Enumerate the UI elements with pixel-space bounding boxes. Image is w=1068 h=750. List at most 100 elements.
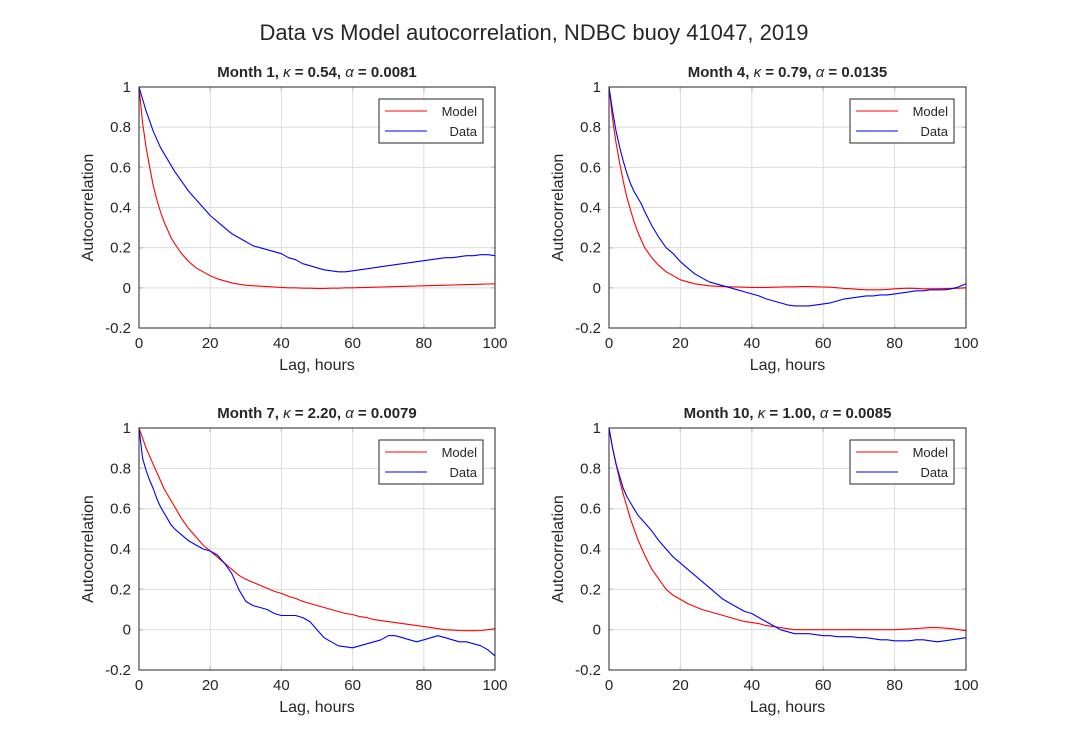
- y-axis-label: Autocorrelation: [80, 495, 97, 603]
- series-line-model: [608, 427, 967, 632]
- y-tick-label: 0: [593, 622, 601, 639]
- y-tick-label: 0.2: [580, 581, 601, 598]
- y-tick-label: 0.8: [580, 460, 601, 477]
- x-tick-label: 60: [344, 677, 361, 694]
- subplot-title-part: = 0.0085: [828, 405, 891, 422]
- series-line-model: [608, 86, 967, 291]
- y-tick-label: 0.8: [110, 460, 131, 477]
- subplot-title-part: κ: [758, 405, 767, 422]
- y-tick-label: 0.6: [110, 501, 131, 518]
- y-tick-label: 1: [123, 79, 131, 96]
- y-tick-label: 1: [593, 79, 601, 96]
- subplot-title-part: = 0.79,: [761, 64, 816, 81]
- y-axis: -0.2 0 0.2 0.4 0.6 0.8 1: [105, 79, 495, 337]
- x-axis: 0 20 40 60 80 100: [135, 87, 508, 352]
- x-tick-label: 100: [482, 335, 507, 352]
- x-tick-label: 80: [886, 677, 903, 694]
- x-tick-label: 40: [743, 677, 760, 694]
- subplot-title-part: = 0.54,: [291, 64, 346, 81]
- legend-label-data: Data: [450, 124, 478, 139]
- legend-box: [849, 439, 955, 485]
- y-tick-label: 0.4: [580, 541, 601, 558]
- y-tick-label: 0.6: [110, 159, 131, 176]
- x-tick-label: 20: [672, 677, 689, 694]
- x-axis-label: Lag, hours: [279, 699, 355, 716]
- y-tick-label: -0.2: [105, 320, 131, 337]
- y-tick-label: -0.2: [105, 662, 131, 679]
- legend-box: [378, 439, 484, 485]
- subplot-title-part: κ: [283, 405, 292, 422]
- y-tick-label: 0.6: [580, 501, 601, 518]
- subplot-title-part: = 2.20,: [291, 405, 346, 422]
- subplot-title-part: = 0.0081: [354, 64, 417, 81]
- y-tick-label: 0.2: [110, 581, 131, 598]
- x-tick-label: 100: [953, 335, 978, 352]
- y-tick-label: 1: [123, 420, 131, 437]
- legend-label-data: Data: [921, 124, 949, 139]
- x-tick-label: 40: [743, 335, 760, 352]
- y-tick-label: 0.4: [110, 541, 131, 558]
- subplot-title: Month 1, κ = 0.54, α = 0.0081: [217, 64, 417, 81]
- legend: Model Data: [378, 98, 484, 144]
- series-line-model: [138, 427, 496, 632]
- legend: Model Data: [378, 439, 484, 485]
- legend-box: [849, 98, 955, 144]
- legend-label-data: Data: [450, 465, 478, 480]
- x-tick-label: 100: [953, 677, 978, 694]
- y-axis-label: Autocorrelation: [550, 495, 567, 603]
- y-tick-label: 0: [123, 280, 131, 297]
- y-tick-label: -0.2: [575, 320, 601, 337]
- figure-title: Data vs Model autocorrelation, NDBC buoy…: [259, 20, 808, 45]
- y-axis-label: Autocorrelation: [80, 154, 97, 262]
- subplot-title-part: α: [820, 405, 829, 422]
- subplot-title-part: = 0.0079: [354, 405, 417, 422]
- legend: Model Data: [849, 439, 955, 485]
- subplot-title-part: Month 1,: [217, 64, 283, 81]
- y-tick-label: -0.2: [575, 662, 601, 679]
- y-axis-label: Autocorrelation: [550, 154, 567, 262]
- subplot-title-part: α: [345, 405, 354, 422]
- x-tick-label: 80: [415, 677, 432, 694]
- x-tick-label: 20: [202, 335, 219, 352]
- x-axis-label: Lag, hours: [279, 357, 355, 374]
- subplot-title-part: Month 10,: [684, 405, 758, 422]
- x-tick-label: 60: [344, 335, 361, 352]
- y-tick-label: 0.2: [110, 240, 131, 257]
- y-tick-label: 0: [123, 622, 131, 639]
- subplot-title: Month 7, κ = 2.20, α = 0.0079: [217, 405, 417, 422]
- y-tick-label: 0.8: [580, 119, 601, 136]
- series-line-model: [138, 86, 496, 289]
- x-axis-label: Lag, hours: [750, 357, 826, 374]
- x-tick-label: 0: [135, 677, 143, 694]
- x-tick-label: 40: [273, 335, 290, 352]
- series-line-data: [138, 86, 496, 273]
- legend-label-model: Model: [913, 104, 949, 119]
- subplot-title-part: α: [816, 64, 825, 81]
- axes-box: [608, 86, 967, 329]
- subplot-title-part: Month 4,: [688, 64, 754, 81]
- y-axis: -0.2 0 0.2 0.4 0.6 0.8 1: [105, 420, 495, 679]
- legend-label-model: Model: [442, 104, 478, 119]
- x-tick-label: 60: [815, 677, 832, 694]
- axes-box: [138, 427, 496, 671]
- x-tick-label: 80: [886, 335, 903, 352]
- y-tick-label: 0.4: [580, 200, 601, 217]
- legend-label-model: Model: [913, 445, 949, 460]
- subplot-title-part: = 1.00,: [765, 405, 820, 422]
- subplot-title-part: κ: [283, 64, 292, 81]
- subplot-title-part: κ: [754, 64, 763, 81]
- x-tick-label: 0: [135, 335, 143, 352]
- x-tick-label: 0: [605, 677, 613, 694]
- y-tick-label: 0.6: [580, 159, 601, 176]
- subplot-title-part: = 0.0135: [824, 64, 887, 81]
- subplot-title: Month 10, κ = 1.00, α = 0.0085: [684, 405, 892, 422]
- x-axis: 0 20 40 60 80 100: [135, 428, 508, 694]
- subplot-title-part: Month 7,: [217, 405, 283, 422]
- x-axis-label: Lag, hours: [750, 699, 826, 716]
- axes-box: [608, 427, 967, 671]
- y-tick-label: 0.8: [110, 119, 131, 136]
- legend-box: [378, 98, 484, 144]
